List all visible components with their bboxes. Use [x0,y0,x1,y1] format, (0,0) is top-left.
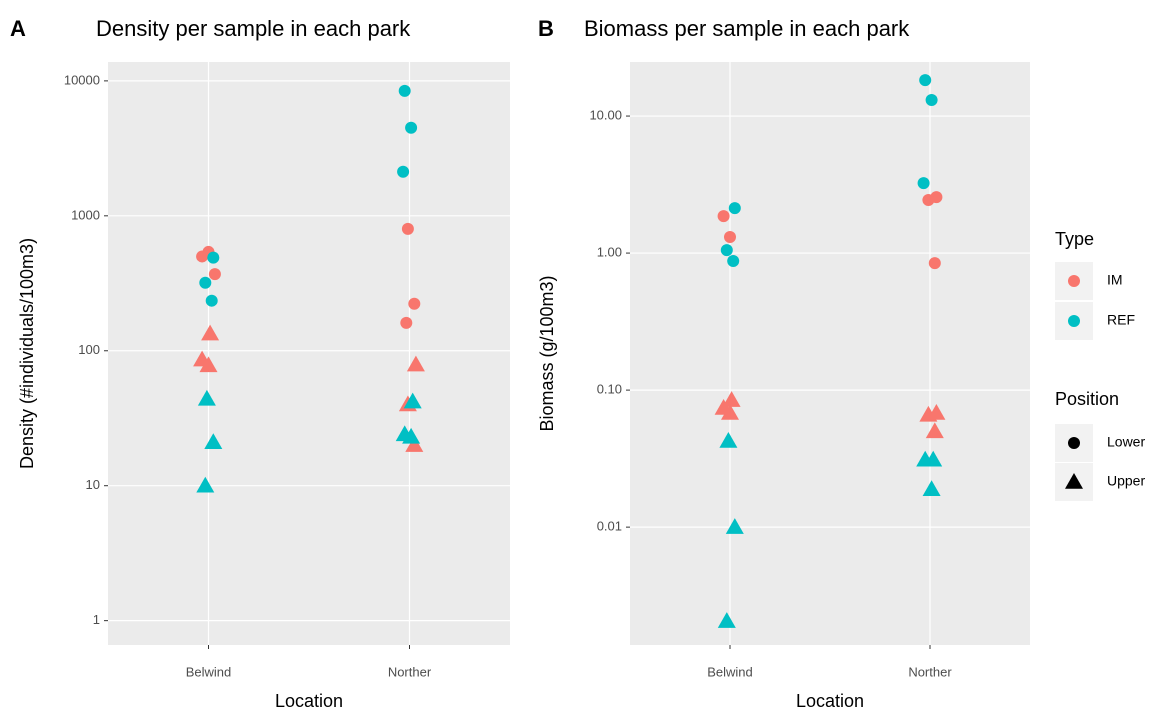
y-tick-label: 10.00 [589,107,622,122]
legend-title: Type [1055,229,1094,249]
triangle-point [919,405,938,422]
circle-point [917,177,930,190]
y-tick-label: 10000 [64,72,100,87]
x-axis-title: Location [275,691,343,710]
circle-point [397,165,410,178]
y-tick-label: 1 [93,612,100,627]
circle-point [925,93,938,106]
circle-point [207,251,220,264]
triangle-point [405,436,424,452]
circle-point [1068,275,1080,287]
circle-point [208,268,221,281]
circle-point [717,210,730,223]
panel-background [108,62,510,645]
triangle-point [721,404,739,420]
y-tick-label: 1.00 [597,245,622,260]
circle-point [205,294,218,307]
panel-tag: B [538,16,554,41]
legend-label: Upper [1107,473,1145,489]
legend-label: REF [1107,312,1135,328]
chart-title: Biomass per sample in each park [584,16,910,41]
y-axis-title: Biomass (g/100m3) [537,275,557,431]
chart-title: Density per sample in each park [96,16,411,41]
circle-point [1068,315,1080,327]
circle-point [1068,437,1080,449]
y-tick-label: 0.01 [597,519,622,534]
legend-label: Lower [1107,434,1145,450]
triangle-point [922,480,941,497]
circle-point [919,74,932,87]
triangle-point [406,355,425,372]
circle-point [405,121,418,134]
y-tick-label: 0.10 [597,382,622,397]
triangle-point [722,391,741,407]
circle-point [408,297,421,310]
panel-background [630,62,1030,645]
circle-point [724,231,736,244]
x-tick-label: Belwind [707,664,753,679]
circle-point [400,316,413,329]
triangle-point [725,518,744,534]
circle-point [720,244,733,257]
x-tick-label: Norther [388,664,432,679]
triangle-point [402,427,421,444]
circle-point [199,276,212,289]
triangle-point [204,433,223,449]
triangle-point [201,324,220,341]
circle-point [922,193,935,206]
x-tick-label: Norther [908,664,952,679]
y-tick-label: 1000 [71,207,100,222]
triangle-point [196,476,215,493]
triangle-point [717,612,736,628]
y-tick-label: 10 [86,477,100,492]
y-axis-title: Density (#individuals/100m3) [17,238,37,469]
x-tick-label: Belwind [186,664,232,679]
circle-point [398,84,411,97]
circle-point [727,255,740,268]
triangle-point [719,432,738,448]
circle-point [728,202,741,215]
triangle-point [925,422,944,439]
triangle-point [403,392,422,409]
panel-tag: A [10,16,26,41]
x-axis-title: Location [796,691,864,710]
triangle-point [916,450,935,467]
triangle-point [199,356,218,373]
legend-label: IM [1107,272,1123,288]
triangle-point [1065,473,1083,489]
y-tick-label: 100 [78,342,100,357]
circle-point [401,222,414,235]
circle-point [928,257,941,270]
legend-title: Position [1055,389,1119,409]
triangle-point [197,389,216,406]
